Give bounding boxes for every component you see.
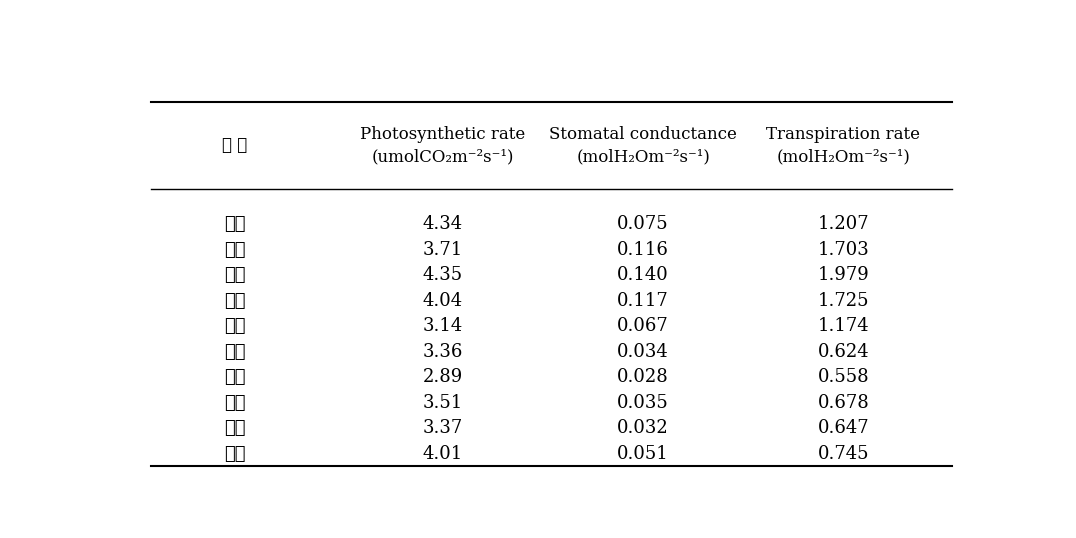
Text: 2.89: 2.89 xyxy=(423,368,463,386)
Text: 1.703: 1.703 xyxy=(818,241,869,259)
Text: Stomatal conductance
(molH₂Om⁻²s⁻¹): Stomatal conductance (molH₂Om⁻²s⁻¹) xyxy=(549,126,737,165)
Text: 0.032: 0.032 xyxy=(618,419,669,437)
Text: 1.174: 1.174 xyxy=(818,317,869,335)
Text: 연풍: 연풍 xyxy=(224,241,245,259)
Text: 품 종: 품 종 xyxy=(222,137,247,154)
Text: 0.624: 0.624 xyxy=(818,343,869,361)
Text: 0.051: 0.051 xyxy=(618,444,669,463)
Text: 금풍: 금풍 xyxy=(224,266,245,284)
Text: 0.558: 0.558 xyxy=(818,368,869,386)
Text: 4.35: 4.35 xyxy=(423,266,463,284)
Text: 0.117: 0.117 xyxy=(618,292,669,310)
Text: 고풍: 고풍 xyxy=(224,292,245,310)
Text: 4.01: 4.01 xyxy=(423,444,463,463)
Text: 1.979: 1.979 xyxy=(818,266,869,284)
Text: 3.51: 3.51 xyxy=(423,394,463,412)
Text: 선향: 선향 xyxy=(224,419,245,437)
Text: 선운: 선운 xyxy=(224,368,245,386)
Text: 3.14: 3.14 xyxy=(423,317,463,335)
Text: 3.37: 3.37 xyxy=(423,419,463,437)
Text: 자경: 자경 xyxy=(224,444,245,463)
Text: 천풍: 천풍 xyxy=(224,215,245,233)
Text: 0.140: 0.140 xyxy=(618,266,669,284)
Text: 0.745: 0.745 xyxy=(818,444,869,463)
Text: 0.678: 0.678 xyxy=(818,394,869,412)
Text: 3.36: 3.36 xyxy=(423,343,464,361)
Text: 0.035: 0.035 xyxy=(618,394,669,412)
Text: 0.034: 0.034 xyxy=(618,343,669,361)
Text: 0.116: 0.116 xyxy=(618,241,669,259)
Text: Transpiration rate
(molH₂Om⁻²s⁻¹): Transpiration rate (molH₂Om⁻²s⁻¹) xyxy=(766,126,920,165)
Text: 1.207: 1.207 xyxy=(818,215,869,233)
Text: 선풍: 선풍 xyxy=(224,317,245,335)
Text: 0.075: 0.075 xyxy=(618,215,669,233)
Text: 4.04: 4.04 xyxy=(423,292,463,310)
Text: 0.067: 0.067 xyxy=(618,317,669,335)
Text: 4.34: 4.34 xyxy=(423,215,463,233)
Text: 0.647: 0.647 xyxy=(818,419,869,437)
Text: 선원: 선원 xyxy=(224,343,245,361)
Text: 청선: 청선 xyxy=(224,394,245,412)
Text: 3.71: 3.71 xyxy=(423,241,463,259)
Text: Photosynthetic rate
(umolCO₂m⁻²s⁻¹): Photosynthetic rate (umolCO₂m⁻²s⁻¹) xyxy=(360,126,526,165)
Text: 1.725: 1.725 xyxy=(818,292,869,310)
Text: 0.028: 0.028 xyxy=(618,368,669,386)
